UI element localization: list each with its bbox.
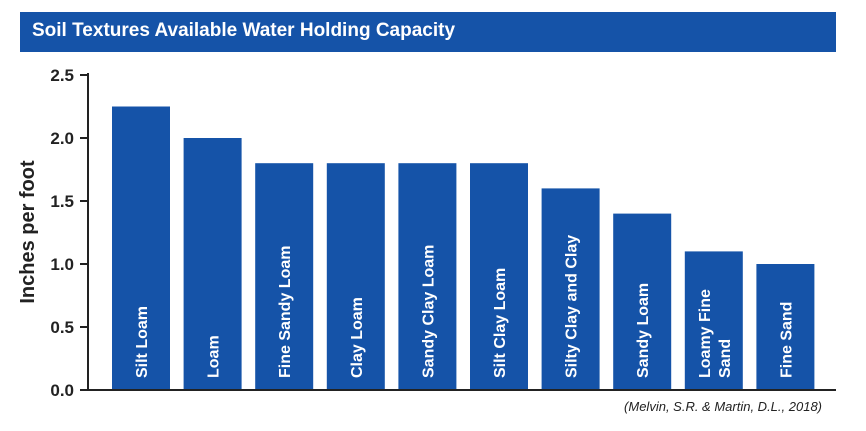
y-tick-label: 2.5	[50, 66, 74, 85]
y-axis-title: Inches per foot	[17, 160, 39, 304]
bar	[541, 188, 600, 390]
bar	[756, 264, 815, 390]
bar	[398, 163, 457, 390]
y-tick-label: 0.0	[50, 381, 74, 400]
bar-label: Fine Sand	[778, 302, 795, 378]
y-tick-label: 0.5	[50, 318, 74, 337]
bar-label: Fine Sandy Loam	[277, 246, 294, 378]
bar	[470, 163, 528, 390]
bar-label: Silt Loam	[134, 306, 151, 378]
chart-title-bar: Soil Textures Available Water Holding Ca…	[20, 12, 836, 52]
bar-label: Sandy Loam	[635, 283, 652, 378]
y-tick-label: 2.0	[50, 129, 74, 148]
bar-label: Loamy Fine	[697, 289, 714, 378]
bar	[112, 106, 170, 390]
bar	[613, 213, 672, 390]
bar	[255, 163, 314, 390]
source-citation: (Melvin, S.R. & Martin, D.L., 2018)	[624, 399, 822, 414]
bar	[326, 163, 385, 390]
chart-title: Soil Textures Available Water Holding Ca…	[32, 20, 456, 41]
bar-label: Sandy Clay Loam	[420, 245, 437, 378]
bar-label: Clay Loam	[349, 297, 366, 378]
bar	[684, 251, 743, 390]
bar-label: Silt Clay Loam	[492, 268, 509, 378]
bar-label: Loam	[206, 335, 223, 378]
bar-label: Sand	[717, 339, 734, 378]
bar-label: Silty Clay and Clay	[564, 235, 581, 378]
bar	[183, 138, 242, 390]
y-tick-label: 1.0	[50, 255, 74, 274]
y-tick-label: 1.5	[50, 192, 74, 211]
